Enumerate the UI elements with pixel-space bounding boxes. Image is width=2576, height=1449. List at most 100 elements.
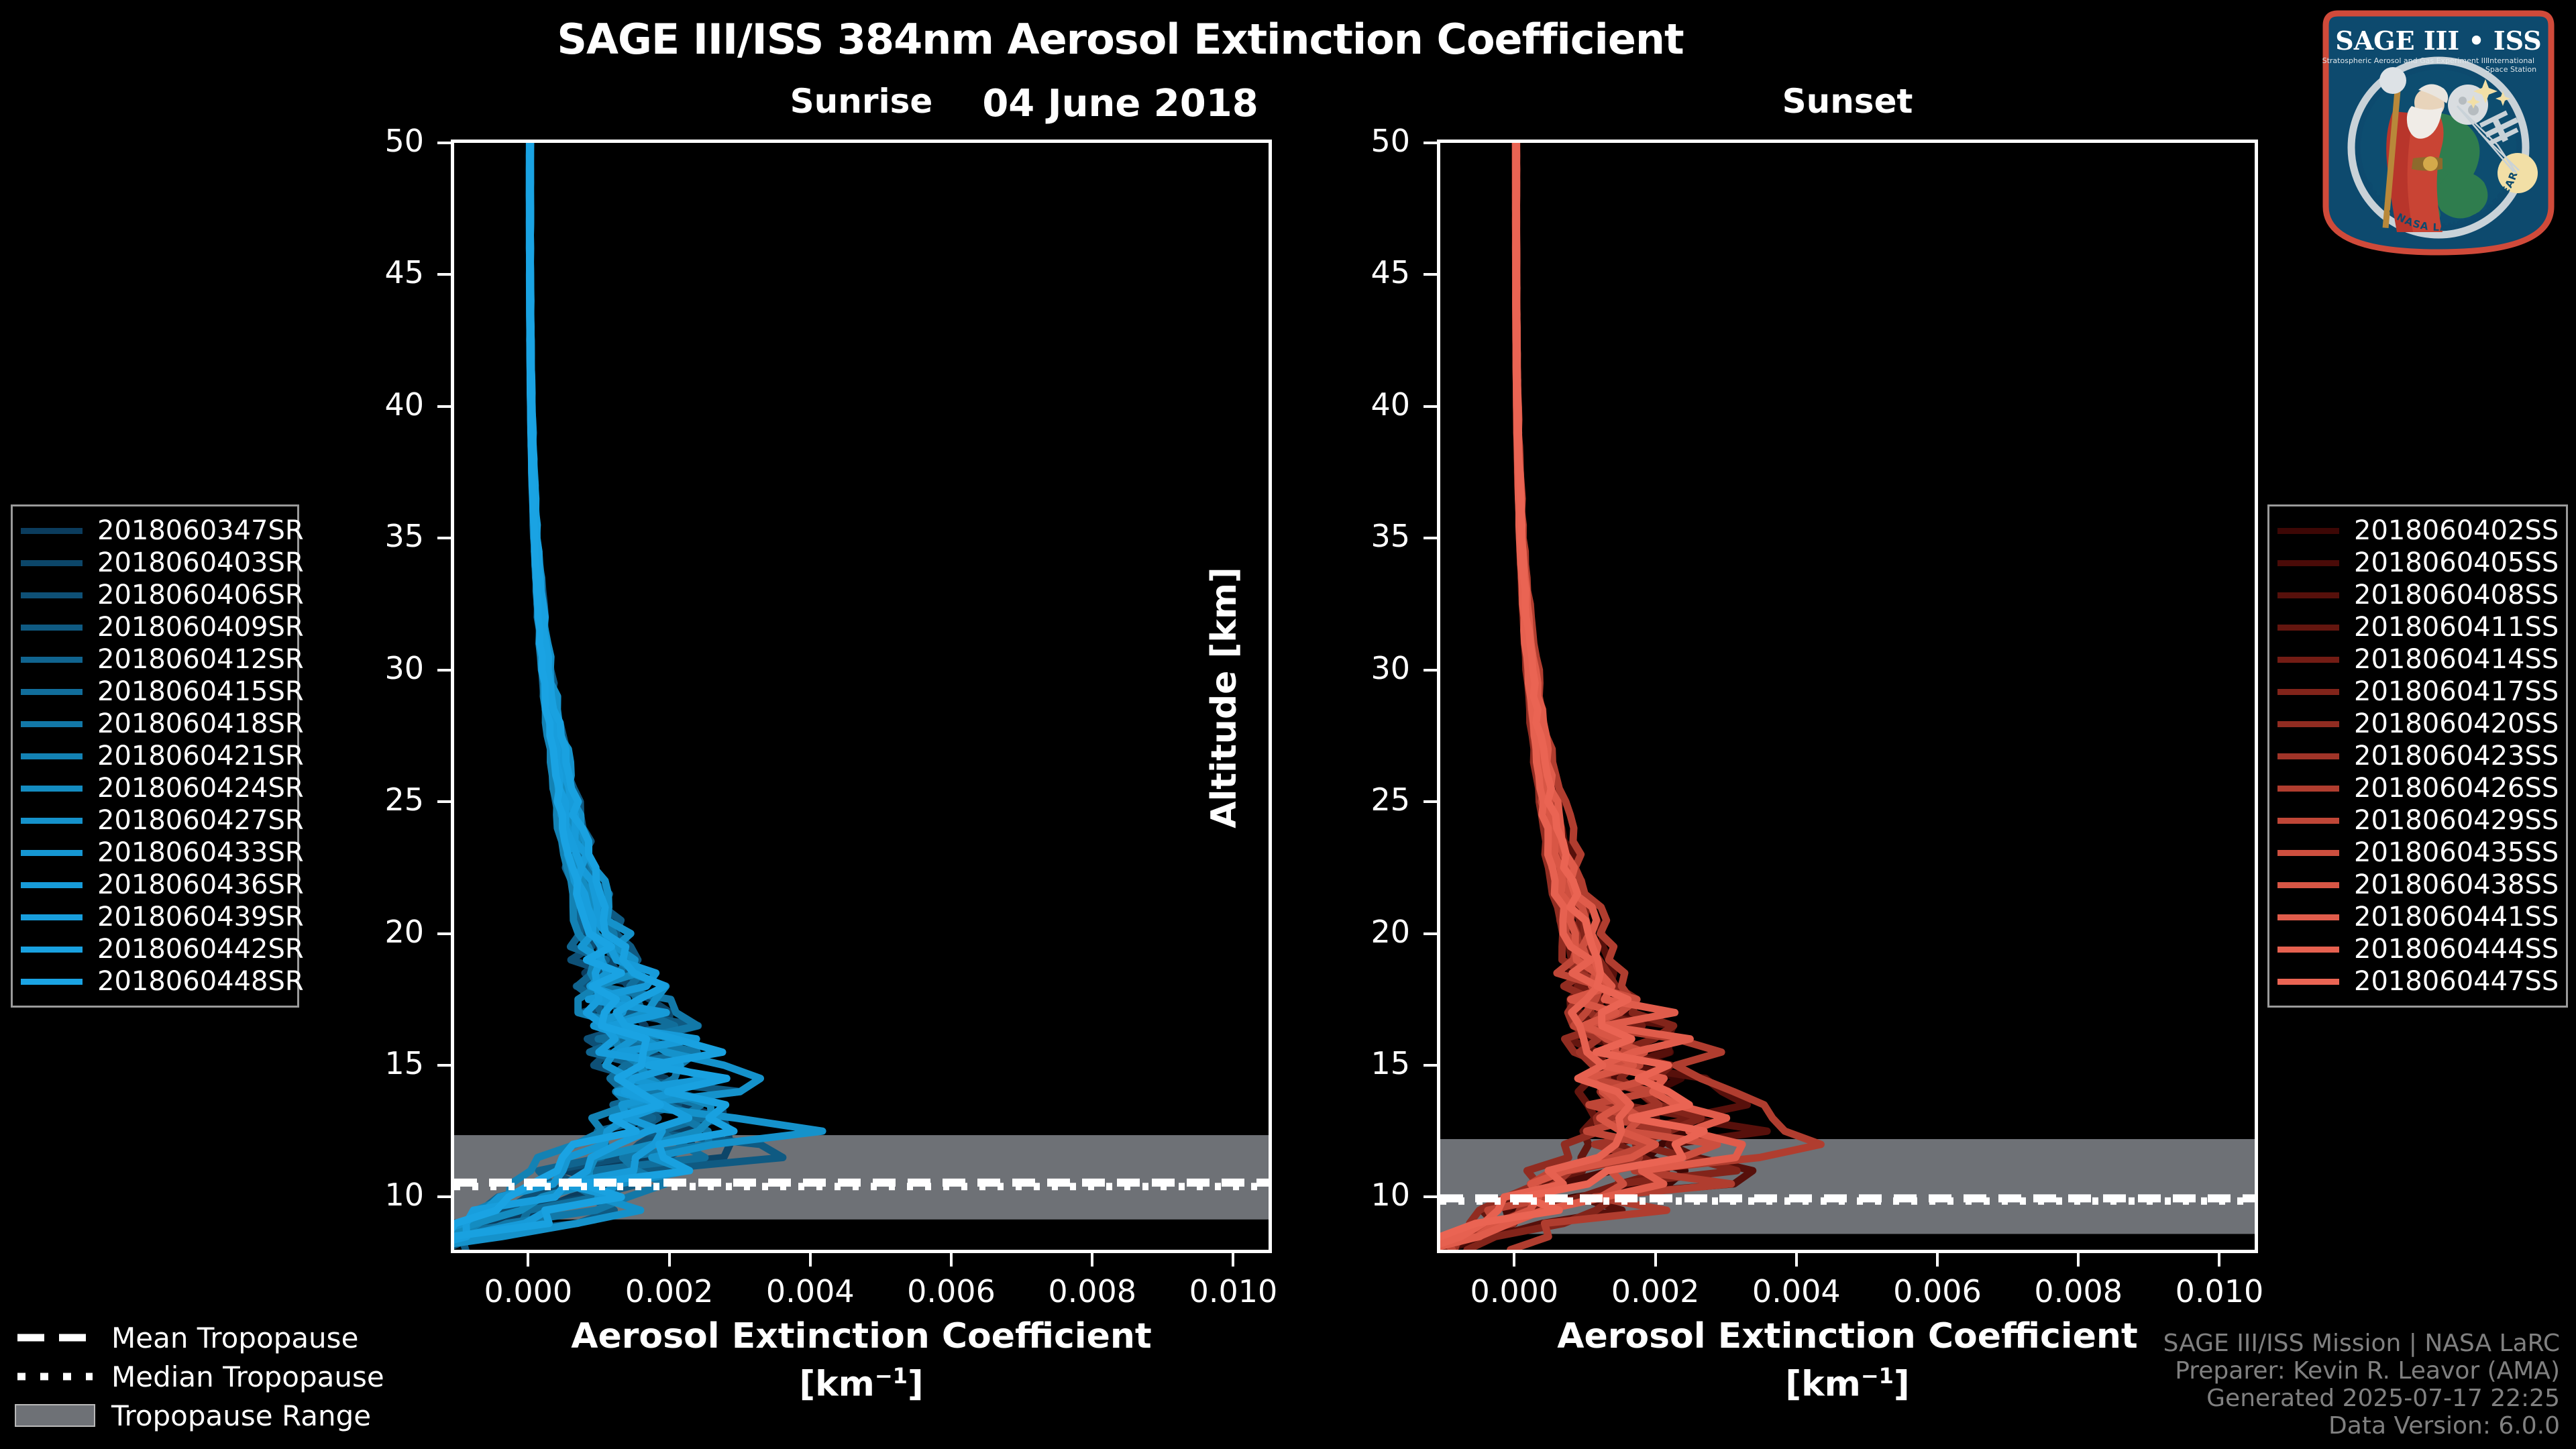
y-tick-label: 15	[384, 1045, 424, 1081]
x-tick-mark	[1091, 1253, 1094, 1267]
legend-color-swatch	[2277, 688, 2339, 695]
legend-item[interactable]: 2018060414SS	[2277, 643, 2559, 676]
legend-item-tropopause-range[interactable]: Tropopause Range	[15, 1396, 384, 1435]
legend-item[interactable]: 2018060444SS	[2277, 933, 2559, 965]
legend-color-swatch	[21, 688, 83, 695]
x-tick-label: 0.008	[2034, 1273, 2123, 1309]
legend-item[interactable]: 2018060439SR	[21, 901, 304, 933]
legend-color-swatch	[21, 914, 83, 920]
legend-item-label: 2018060426SS	[2354, 773, 2559, 804]
legend-sunset[interactable]: 2018060402SS 2018060405SS 2018060408SS 2018…	[2267, 504, 2568, 1008]
y-tick-label: 50	[384, 123, 424, 159]
legend-item[interactable]: 2018060436SR	[21, 869, 304, 901]
legend-item[interactable]: 2018060435SS	[2277, 837, 2559, 869]
plot-area-sunrise	[451, 140, 1272, 1253]
legend-color-swatch	[2277, 849, 2339, 856]
x-tick-mark	[950, 1253, 953, 1267]
legend-item-label: 2018060420SS	[2354, 708, 2559, 739]
legend-item[interactable]: 2018060423SS	[2277, 740, 2559, 772]
legend-item[interactable]: 2018060403SR	[21, 547, 304, 579]
svg-text:SAGE III • ISS: SAGE III • ISS	[2335, 25, 2541, 56]
series-line	[454, 143, 664, 1232]
plot-area-sunset	[1437, 140, 2258, 1253]
legend-item[interactable]: 2018060420SS	[2277, 708, 2559, 740]
x-tick-mark	[2218, 1253, 2221, 1267]
y-tick-label: 35	[1371, 518, 1410, 555]
x-tick-mark	[1936, 1253, 1939, 1267]
legend-item-label: 2018060435SS	[2354, 837, 2559, 868]
x-tick-label: 0.006	[1893, 1273, 1982, 1309]
x-tick-mark	[1654, 1253, 1657, 1267]
legend-item-label: 2018060408SS	[2354, 580, 2559, 610]
series-line	[1440, 143, 1610, 1250]
legend-item[interactable]: 2018060424SR	[21, 772, 304, 804]
x-tick-label: 0.006	[907, 1273, 996, 1309]
legend-item[interactable]: 2018060408SS	[2277, 579, 2559, 611]
tropopause-legend: Mean Tropopause Median Tropopause Tropop…	[15, 1318, 384, 1435]
legend-item[interactable]: 2018060402SS	[2277, 515, 2559, 547]
svg-text:Stratospheric Aerosol and Gas: Stratospheric Aerosol and Gas Experiment…	[2322, 56, 2488, 65]
svg-text:Space Station: Space Station	[2485, 65, 2536, 74]
legend-item[interactable]: 2018060347SR	[21, 515, 304, 547]
y-tick-mark	[1424, 273, 1437, 276]
legend-item-label: 2018060424SR	[97, 773, 304, 804]
legend-color-swatch	[21, 624, 83, 631]
legend-item-label: 2018060438SS	[2354, 869, 2559, 900]
series-line	[454, 143, 683, 1231]
legend-item-label: 2018060447SS	[2354, 966, 2559, 997]
legend-color-swatch	[21, 592, 83, 598]
x-tick-label: 0.002	[625, 1273, 714, 1309]
legend-item[interactable]: 2018060412SR	[21, 643, 304, 676]
legend-item[interactable]: 2018060441SS	[2277, 901, 2559, 933]
x-tick-label: 0.004	[1752, 1273, 1841, 1309]
legend-color-swatch	[2277, 946, 2339, 953]
legend-color-swatch	[21, 753, 83, 759]
legend-color-swatch	[21, 946, 83, 953]
legend-color-swatch	[21, 817, 83, 824]
legend-item[interactable]: 2018060406SR	[21, 579, 304, 611]
legend-item[interactable]: 2018060418SR	[21, 708, 304, 740]
legend-item-label: 2018060347SR	[97, 515, 304, 546]
dotted-line-icon	[15, 1368, 95, 1385]
plot-canvas-sunset	[1440, 143, 2255, 1250]
panel-subtitle-sunrise: Sunrise	[790, 82, 933, 121]
legend-color-swatch	[2277, 720, 2339, 727]
legend-item[interactable]: 2018060405SS	[2277, 547, 2559, 579]
legend-item[interactable]: 2018060409SR	[21, 611, 304, 643]
legend-item[interactable]: 2018060415SR	[21, 676, 304, 708]
legend-item[interactable]: 2018060438SS	[2277, 869, 2559, 901]
legend-item[interactable]: 2018060447SS	[2277, 965, 2559, 998]
legend-item-label: 2018060439SR	[97, 902, 304, 932]
legend-color-swatch	[21, 785, 83, 792]
legend-item[interactable]: 2018060417SS	[2277, 676, 2559, 708]
legend-item-label: 2018060402SS	[2354, 515, 2559, 546]
x-tick-mark	[1794, 1253, 1798, 1267]
x-axis-unit-sunrise: [km−1]	[451, 1363, 1272, 1404]
legend-item-median-tropopause[interactable]: Median Tropopause	[15, 1357, 384, 1396]
x-unit-exponent: −1	[1860, 1363, 1894, 1389]
legend-item[interactable]: 2018060411SS	[2277, 611, 2559, 643]
x-unit-base: [km	[799, 1364, 875, 1405]
legend-item[interactable]: 2018060433SR	[21, 837, 304, 869]
range-band-icon	[15, 1404, 95, 1427]
legend-item[interactable]: 2018060448SR	[21, 965, 304, 998]
y-tick-label: 40	[384, 386, 424, 423]
y-tick-mark	[437, 800, 451, 804]
legend-color-swatch	[21, 559, 83, 566]
legend-item[interactable]: 2018060442SR	[21, 933, 304, 965]
x-tick-mark	[2077, 1253, 2080, 1267]
x-unit-close: ]	[907, 1364, 924, 1405]
legend-item-mean-tropopause[interactable]: Mean Tropopause	[15, 1318, 384, 1357]
legend-item[interactable]: 2018060427SR	[21, 804, 304, 837]
legend-item[interactable]: 2018060421SR	[21, 740, 304, 772]
legend-sunrise[interactable]: 2018060347SR 2018060403SR 2018060406SR 2018…	[11, 504, 304, 1008]
legend-item-label: 2018060436SR	[97, 869, 304, 900]
x-tick-label: 0.000	[1470, 1273, 1559, 1309]
legend-item-label: 2018060423SS	[2354, 741, 2559, 771]
legend-label-tropopause-range: Tropopause Range	[111, 1399, 372, 1432]
legend-item[interactable]: 2018060426SS	[2277, 772, 2559, 804]
legend-item[interactable]: 2018060429SS	[2277, 804, 2559, 837]
legend-color-swatch	[2277, 914, 2339, 920]
x-tick-label: 0.008	[1048, 1273, 1137, 1309]
legend-item-label: 2018060448SR	[97, 966, 304, 997]
